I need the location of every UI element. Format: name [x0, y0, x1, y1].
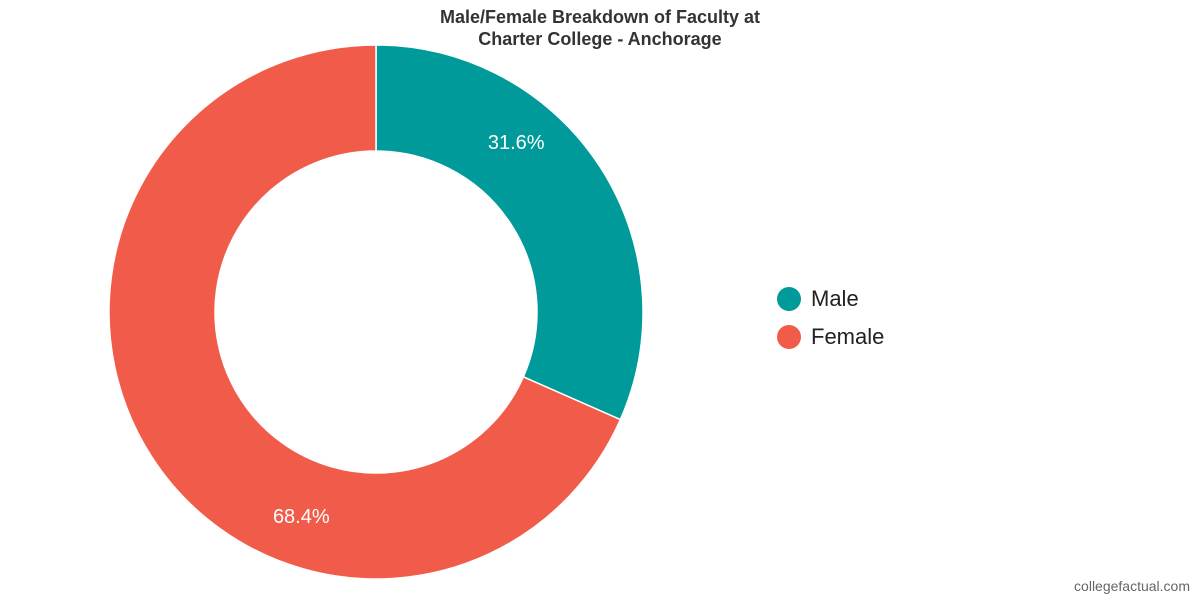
donut-slice-male[interactable]	[375, 44, 644, 421]
slice-label-female: 68.4%	[273, 506, 330, 528]
watermark: collegefactual.com	[1074, 578, 1190, 594]
legend-item-female[interactable]: Female	[777, 318, 884, 356]
chart-title: Male/Female Breakdown of Faculty at Char…	[300, 6, 900, 50]
chart-title-line-2: Charter College - Anchorage	[478, 29, 722, 49]
legend-label-male: Male	[811, 286, 859, 311]
slice-label-male: 31.6%	[488, 132, 545, 154]
legend-swatch-male	[777, 287, 801, 311]
legend: Male Female	[777, 280, 884, 356]
legend-swatch-female	[777, 325, 801, 349]
legend-item-male[interactable]: Male	[777, 280, 884, 318]
chart-title-line-1: Male/Female Breakdown of Faculty at	[439, 7, 761, 27]
legend-label-female: Female	[811, 324, 885, 349]
donut-slice-female[interactable]	[108, 44, 622, 580]
